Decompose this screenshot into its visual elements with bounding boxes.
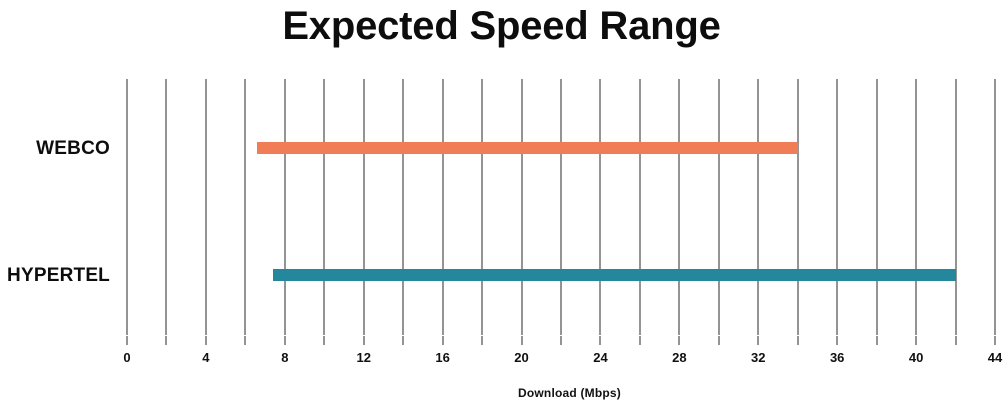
gridline xyxy=(994,79,996,335)
x-tick-mark xyxy=(599,336,602,345)
x-tick-mark xyxy=(244,336,247,345)
x-tick-label: 28 xyxy=(672,350,687,365)
plot-area xyxy=(126,79,996,335)
x-tick-mark xyxy=(994,336,996,345)
x-tick-mark xyxy=(560,336,562,345)
gridline xyxy=(954,79,957,335)
gridline xyxy=(362,79,365,335)
gridline xyxy=(126,79,128,335)
gridline xyxy=(915,79,918,335)
x-tick-mark xyxy=(165,336,168,345)
gridline xyxy=(757,79,760,335)
x-tick-label: 4 xyxy=(202,350,210,365)
x-tick-mark xyxy=(362,336,365,345)
x-axis-title: Download (Mbps) xyxy=(518,386,621,400)
gridline xyxy=(678,79,681,335)
gridline xyxy=(836,79,839,335)
x-tick-mark xyxy=(836,336,839,345)
gridline xyxy=(244,79,247,335)
chart-title: Expected Speed Range xyxy=(282,4,721,48)
x-tick-label: 16 xyxy=(435,350,450,365)
x-tick-mark xyxy=(126,336,128,345)
category-label-webco: WEBCO xyxy=(36,138,110,159)
x-tick-mark xyxy=(323,336,326,345)
gridline xyxy=(875,79,878,335)
x-tick-mark xyxy=(875,336,878,345)
x-tick-label: 24 xyxy=(593,350,608,365)
x-tick-mark xyxy=(283,336,286,345)
x-tick-mark xyxy=(757,336,760,345)
range-bar-webco[interactable] xyxy=(257,142,798,154)
gridline xyxy=(796,79,799,335)
x-tick-mark xyxy=(638,336,641,345)
range-bar-hypertel[interactable] xyxy=(272,269,956,281)
x-tick-label: 20 xyxy=(514,350,529,365)
x-tick-label: 8 xyxy=(281,350,289,365)
gridline xyxy=(165,79,168,335)
x-tick-label: 32 xyxy=(751,350,766,365)
gridline xyxy=(520,79,523,335)
x-tick-mark xyxy=(915,336,918,345)
x-tick-mark xyxy=(481,336,484,345)
gridline xyxy=(717,79,720,335)
x-tick-label: 44 xyxy=(987,350,1003,365)
gridline xyxy=(441,79,444,335)
gridline xyxy=(283,79,286,335)
x-tick-mark xyxy=(678,336,681,345)
x-tick-mark xyxy=(204,336,207,345)
gridline xyxy=(638,79,641,335)
x-tick-mark xyxy=(796,336,799,345)
gridline xyxy=(560,79,562,335)
x-tick-mark xyxy=(520,336,523,345)
category-label-hypertel: HYPERTEL xyxy=(7,265,110,286)
gridline xyxy=(204,79,207,335)
x-tick-mark xyxy=(717,336,720,345)
gridline xyxy=(481,79,484,335)
x-tick-label: 40 xyxy=(908,350,924,365)
gridline xyxy=(402,79,405,335)
x-tick-mark xyxy=(441,336,444,345)
gridline xyxy=(599,79,602,335)
gridline xyxy=(323,79,326,335)
x-tick-label: 36 xyxy=(829,350,845,365)
x-tick-mark xyxy=(402,336,405,345)
x-tick-mark xyxy=(954,336,957,345)
x-tick-label: 12 xyxy=(356,350,371,365)
x-tick-label: 0 xyxy=(123,350,131,365)
